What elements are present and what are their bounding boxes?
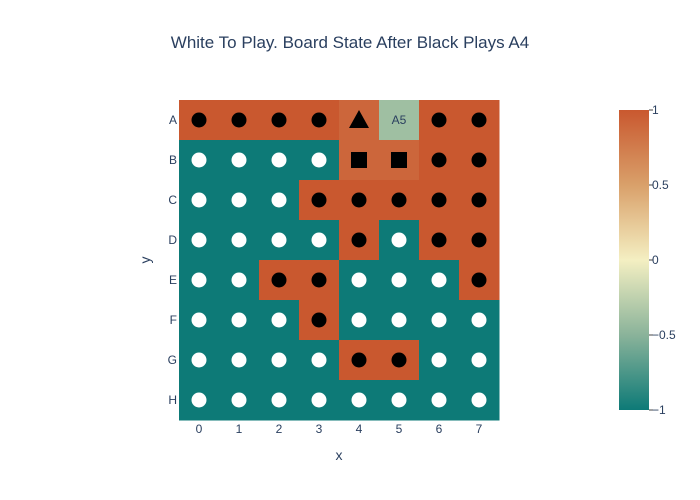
white-stone <box>271 312 287 328</box>
x-tick-label: 6 <box>436 422 443 436</box>
white-stone <box>351 392 367 408</box>
white-stone <box>231 272 247 288</box>
y-tick-label: D <box>168 233 177 247</box>
black-square-marker <box>391 152 407 168</box>
white-stone <box>311 392 327 408</box>
colorbar-tick-label: −0.5 <box>652 328 676 342</box>
black-stone <box>431 192 447 208</box>
white-stone <box>191 152 207 168</box>
white-stone <box>351 312 367 328</box>
black-stone <box>351 232 367 248</box>
white-stone <box>311 352 327 368</box>
white-stone <box>231 352 247 368</box>
white-stone <box>431 312 447 328</box>
black-stone <box>391 192 407 208</box>
y-tick-label: A <box>169 113 177 127</box>
black-stone <box>231 112 247 128</box>
black-stone <box>471 192 487 208</box>
black-stone <box>311 312 327 328</box>
black-stone <box>471 272 487 288</box>
black-stone <box>471 232 487 248</box>
white-stone <box>431 392 447 408</box>
black-stone <box>311 112 327 128</box>
white-stone <box>431 352 447 368</box>
y-tick-label: F <box>170 313 177 327</box>
white-stone <box>271 392 287 408</box>
colorbar-tick-label: 0 <box>652 253 659 267</box>
x-tick-label: 5 <box>396 422 403 436</box>
white-stone <box>271 192 287 208</box>
black-stone <box>271 272 287 288</box>
white-stone <box>231 152 247 168</box>
colorbar-tick-label: −1 <box>652 403 666 417</box>
black-stone <box>471 152 487 168</box>
black-stone <box>431 112 447 128</box>
white-stone <box>471 312 487 328</box>
colorbar-tick-label: 1 <box>652 103 659 117</box>
y-tick-label: G <box>168 353 177 367</box>
black-stone <box>431 232 447 248</box>
white-stone <box>311 232 327 248</box>
black-stone <box>191 112 207 128</box>
black-stone <box>351 192 367 208</box>
white-stone <box>191 392 207 408</box>
board-cells <box>179 100 500 421</box>
white-stone <box>351 272 367 288</box>
white-stone <box>231 312 247 328</box>
x-tick-label: 2 <box>276 422 283 436</box>
white-stone <box>391 392 407 408</box>
black-stone <box>311 192 327 208</box>
white-stone <box>431 272 447 288</box>
y-tick-label: H <box>168 393 177 407</box>
board-pieces <box>191 110 487 408</box>
y-axis-title: y <box>137 257 153 264</box>
white-stone <box>191 272 207 288</box>
chart-title: White To Play. Board State After Black P… <box>170 33 530 52</box>
white-stone <box>391 272 407 288</box>
x-axis-title: x <box>336 447 343 463</box>
white-stone <box>271 152 287 168</box>
x-tick-label: 1 <box>236 422 243 436</box>
white-stone <box>271 232 287 248</box>
x-axis-ticks: 0 1 2 3 4 5 6 7 <box>196 422 483 436</box>
black-stone <box>271 112 287 128</box>
white-stone <box>191 352 207 368</box>
white-stone <box>471 392 487 408</box>
y-tick-label: E <box>169 273 177 287</box>
cell-label: A5 <box>392 113 407 127</box>
y-axis-ticks: A B C D E F G H <box>168 113 178 407</box>
x-tick-label: 7 <box>476 422 483 436</box>
white-stone <box>391 312 407 328</box>
white-stone <box>231 392 247 408</box>
black-stone <box>351 352 367 368</box>
white-stone <box>471 352 487 368</box>
white-stone <box>191 192 207 208</box>
x-tick-label: 0 <box>196 422 203 436</box>
colorbar-ticks: 1 0.5 0 −0.5 −1 <box>649 103 676 417</box>
y-tick-label: C <box>168 193 177 207</box>
white-stone <box>391 232 407 248</box>
x-tick-label: 3 <box>316 422 323 436</box>
black-triangle-marker <box>349 110 369 128</box>
colorbar-tick-label: 0.5 <box>652 178 669 192</box>
white-stone <box>311 152 327 168</box>
black-stone <box>391 352 407 368</box>
black-square-marker <box>351 152 367 168</box>
x-tick-label: 4 <box>356 422 363 436</box>
white-stone <box>271 352 287 368</box>
colorbar <box>619 110 649 410</box>
board-cell-A5 <box>379 100 420 141</box>
black-stone <box>431 152 447 168</box>
board-cell-labels: A5 <box>392 113 407 127</box>
white-stone <box>191 232 207 248</box>
y-tick-label: B <box>169 153 177 167</box>
white-stone <box>231 232 247 248</box>
white-stone <box>191 312 207 328</box>
black-stone <box>311 272 327 288</box>
white-stone <box>231 192 247 208</box>
black-stone <box>471 112 487 128</box>
